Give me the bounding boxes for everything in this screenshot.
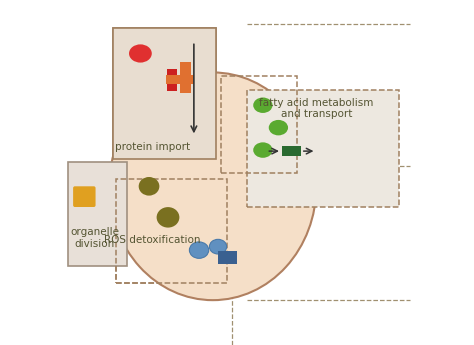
FancyBboxPatch shape — [113, 28, 216, 159]
FancyBboxPatch shape — [68, 162, 127, 266]
Ellipse shape — [190, 242, 209, 258]
Ellipse shape — [109, 72, 316, 300]
Ellipse shape — [253, 98, 273, 113]
FancyBboxPatch shape — [166, 75, 194, 84]
Text: protein import: protein import — [115, 142, 190, 151]
Ellipse shape — [253, 142, 273, 158]
Ellipse shape — [210, 239, 227, 254]
FancyBboxPatch shape — [113, 28, 216, 159]
FancyBboxPatch shape — [282, 146, 301, 156]
Ellipse shape — [269, 120, 288, 135]
FancyBboxPatch shape — [167, 69, 177, 91]
Ellipse shape — [156, 207, 179, 228]
FancyBboxPatch shape — [73, 186, 96, 207]
Ellipse shape — [139, 177, 159, 196]
Ellipse shape — [129, 45, 152, 62]
FancyBboxPatch shape — [218, 251, 237, 264]
FancyBboxPatch shape — [247, 90, 399, 207]
FancyBboxPatch shape — [180, 62, 191, 93]
Text: fatty acid metabolism
and transport: fatty acid metabolism and transport — [259, 98, 374, 119]
Text: ROS detoxification: ROS detoxification — [104, 235, 201, 245]
Text: organelle
division: organelle division — [70, 227, 119, 249]
